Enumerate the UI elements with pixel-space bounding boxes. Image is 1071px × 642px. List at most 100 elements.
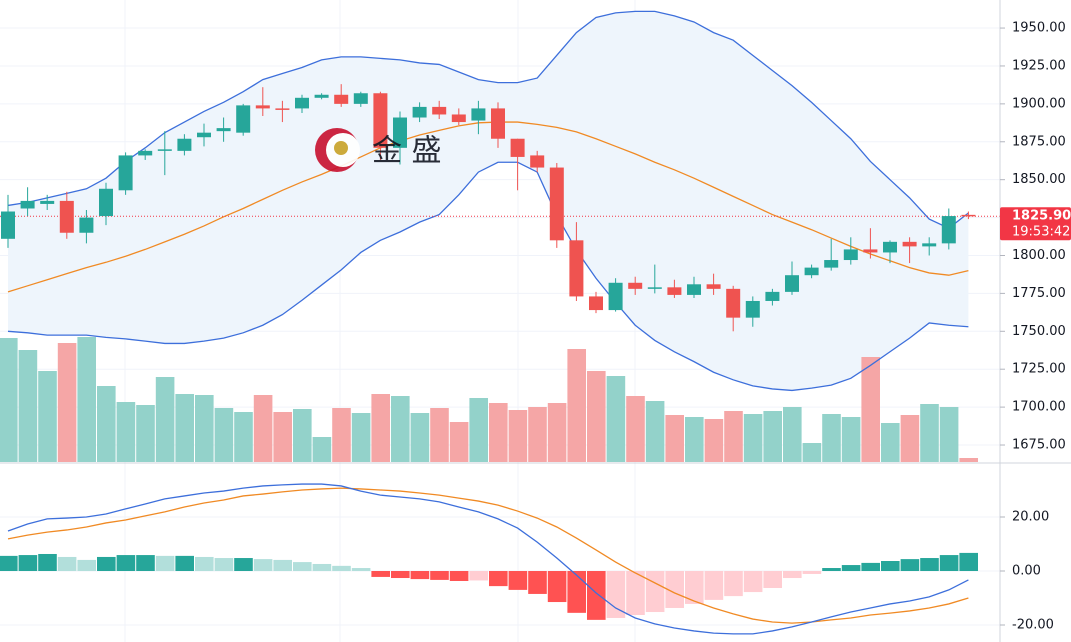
histogram-bar [469, 570, 488, 581]
histogram-bar [351, 568, 371, 571]
candle-body [1, 211, 15, 239]
volume-bar [626, 396, 645, 462]
histogram-bar [881, 561, 900, 571]
y-tick-label: 1700.00 [1012, 400, 1066, 415]
y-tick-label: 1950.00 [1012, 21, 1066, 36]
volume-bar [469, 398, 488, 462]
volume-bar [0, 338, 18, 462]
histogram-bar [802, 570, 822, 574]
histogram-bar [97, 556, 116, 571]
histogram-bar [234, 558, 253, 571]
candle-body [706, 284, 721, 289]
volume-bar [175, 394, 194, 462]
volume-bar [959, 458, 978, 462]
histogram-bar [763, 570, 782, 589]
candle-body [314, 94, 329, 98]
candle-body [549, 167, 564, 241]
candle-body [255, 105, 270, 109]
volume-bar [332, 408, 351, 462]
candle-body [569, 240, 584, 297]
histogram-bar [587, 570, 606, 620]
candle-body [785, 275, 799, 292]
histogram-bar [0, 555, 18, 571]
histogram-bar [861, 562, 880, 571]
histogram-bar [253, 559, 273, 571]
candle-body [491, 108, 505, 139]
histogram-bar [38, 553, 57, 571]
volume-bar [155, 377, 175, 462]
macd-line [7, 483, 969, 635]
volume-bar [685, 417, 704, 462]
y-tick-label: 1800.00 [1012, 248, 1066, 263]
histogram-bar [489, 570, 508, 587]
volume-bar [489, 403, 508, 462]
plot-layer [0, 10, 1000, 635]
logo-dot [334, 141, 348, 155]
candle-body [99, 188, 113, 217]
candle-body [922, 243, 937, 247]
histogram-bar [410, 570, 430, 580]
y-tick-label: 1725.00 [1012, 362, 1066, 377]
volume-bar [587, 371, 606, 462]
histogram-bar [704, 570, 724, 600]
histogram-bar [371, 570, 390, 577]
volume-bar [77, 337, 96, 462]
volume-bar [57, 343, 77, 462]
volume-bar [743, 414, 763, 462]
volume-bar [783, 407, 802, 462]
volume-bar [97, 386, 116, 462]
histogram-bar [155, 555, 175, 571]
candle-body [726, 288, 741, 318]
last-price-box [1000, 207, 1071, 241]
volume-bar [900, 415, 920, 462]
volume-bar [802, 443, 822, 462]
histogram-bar [920, 558, 939, 571]
volume-bar [508, 410, 528, 462]
candle-body [59, 200, 74, 233]
histogram-bar [116, 555, 136, 571]
candle-body [843, 249, 858, 261]
volume-bar [116, 402, 136, 462]
candle-body [941, 216, 956, 244]
y-tick-label: 1750.00 [1012, 324, 1066, 339]
y-tick-label: 1875.00 [1012, 134, 1066, 149]
candle-body [530, 155, 545, 168]
volume-bar [547, 403, 567, 462]
histogram-bar [77, 559, 96, 571]
candle-body [471, 108, 486, 121]
volume-bar [606, 376, 626, 462]
candle-body [589, 296, 603, 311]
volume-bar [195, 395, 214, 462]
histogram-bar [841, 565, 861, 571]
candle-body [236, 105, 251, 133]
histogram-bar [822, 568, 841, 571]
volume-bar [841, 417, 861, 462]
y-tick-label: -20.00 [1012, 617, 1054, 632]
axis-layer: 1675.00 1700.00 1725.00 1750.00 1775.00 1800.… [1000, 21, 1071, 632]
histogram-bar [743, 570, 763, 593]
middle-band [7, 121, 969, 293]
candle-body [628, 282, 643, 289]
volume-bar [293, 409, 312, 462]
volume-bar [18, 350, 38, 462]
candle-body [216, 128, 231, 132]
candle-body [608, 282, 623, 311]
watermark-text: 金 盛 [372, 134, 442, 169]
histogram-bar [273, 559, 292, 571]
volume-bar [665, 415, 684, 462]
volume-bar [214, 408, 234, 462]
histogram-bar [606, 570, 626, 618]
volume-bar [881, 423, 900, 462]
candle-body [432, 106, 447, 115]
histogram-bar [312, 563, 332, 571]
volume-bar [371, 394, 390, 462]
upper-band [7, 10, 969, 229]
histogram-bar [645, 570, 665, 613]
histogram-bar [783, 570, 802, 579]
lower-band [7, 161, 969, 392]
histogram-bar [959, 552, 978, 571]
y-tick-label: 1850.00 [1012, 172, 1066, 187]
y-tick-label: 1675.00 [1012, 438, 1066, 453]
